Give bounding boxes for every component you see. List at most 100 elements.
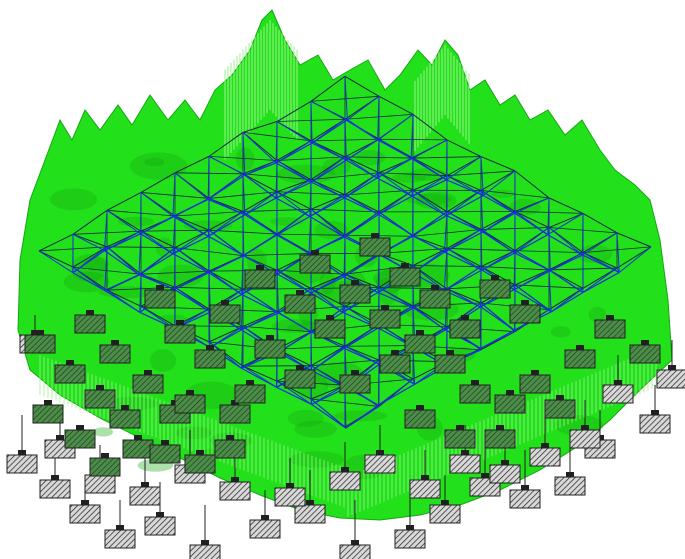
hatched-support-block-icon (339, 540, 371, 559)
support-block (109, 409, 141, 429)
grid-member (276, 270, 279, 313)
terrain-shade (130, 152, 188, 180)
grid-member (276, 191, 311, 217)
grid-member (208, 131, 244, 157)
support-cap (391, 350, 399, 355)
grid-member (308, 209, 312, 254)
support-block (339, 374, 371, 394)
grid-member (344, 194, 379, 215)
support-block (69, 504, 101, 524)
grid-member (276, 233, 310, 254)
support-cap (96, 385, 104, 390)
support-block (444, 429, 476, 449)
support-block (164, 324, 196, 344)
support-block (122, 439, 154, 459)
support-cap (441, 500, 449, 505)
grid-member (209, 325, 244, 348)
grid-member (310, 95, 380, 102)
support-cap (134, 435, 142, 440)
support-cap (86, 310, 94, 315)
grid-member (242, 211, 278, 236)
grid-member (344, 177, 378, 199)
support-cap (668, 365, 676, 370)
hatched-support-block-icon (449, 450, 481, 474)
grid-member (106, 209, 141, 235)
grid-member (140, 230, 176, 249)
grid-member (616, 232, 652, 248)
hatched-support-block-icon (249, 515, 281, 539)
grid-member (344, 156, 414, 159)
support-block (149, 444, 181, 464)
grid-member (377, 113, 414, 141)
grid-member (173, 247, 176, 290)
grid-member (514, 170, 550, 199)
grid-member (310, 101, 313, 144)
hatched-support-block-icon (219, 477, 251, 501)
grid-member (140, 273, 175, 290)
grid-member (410, 114, 414, 159)
hatched-support-block-icon (164, 320, 196, 344)
grid-member (482, 211, 516, 233)
hatched-support-block-icon (602, 380, 634, 404)
hatched-support-block-icon (234, 380, 266, 404)
grid-member (275, 197, 311, 218)
hatched-support-block-icon (359, 233, 391, 257)
grid-member (140, 172, 176, 193)
support-cap (121, 405, 129, 410)
grid-member (275, 381, 278, 388)
support-cap (161, 440, 169, 445)
grid-member (377, 96, 380, 140)
grid-member (446, 215, 484, 233)
support-block (434, 354, 466, 374)
hatched-support-block-icon (629, 340, 661, 364)
grid-member (106, 289, 142, 307)
support-cap (351, 280, 359, 285)
grid-member (72, 246, 108, 274)
grid-member (550, 291, 584, 313)
grid-member (172, 172, 176, 217)
grid-member (242, 173, 278, 193)
grid-member (548, 197, 584, 214)
support-block (254, 339, 286, 359)
support-cap (406, 525, 414, 530)
grid-member (480, 156, 484, 196)
support-block (6, 454, 38, 474)
grid-member (244, 191, 278, 216)
support-block (369, 309, 401, 329)
hatched-support-block-icon (74, 310, 106, 334)
grid-member (514, 197, 550, 214)
grid-member (378, 195, 413, 215)
grid-member (72, 266, 106, 291)
grid-member (480, 229, 515, 254)
hatched-support-block-icon (409, 475, 441, 499)
grid-member (38, 250, 74, 268)
terrain-shade (144, 157, 165, 167)
support-block (339, 284, 371, 304)
support-cap (201, 540, 209, 545)
grid-member (174, 172, 209, 200)
grid-member (344, 273, 379, 293)
support-cap (156, 512, 164, 517)
hatched-support-block-icon (479, 275, 511, 299)
support-cap (306, 500, 314, 505)
terrain-shade (491, 189, 515, 198)
support-cap (196, 450, 204, 455)
grid-member (242, 326, 312, 333)
hatched-support-block-icon (639, 410, 671, 434)
support-block (284, 369, 316, 389)
grid-member (343, 253, 380, 278)
grid-member (72, 246, 108, 268)
grid-member (106, 192, 142, 211)
grid-member (377, 291, 414, 309)
support-block (449, 454, 481, 474)
hatched-support-block-icon (149, 440, 181, 464)
support-cap (491, 275, 499, 280)
support-block (449, 319, 481, 339)
grid-member (172, 198, 210, 217)
grid-member (72, 266, 142, 275)
grid-member (548, 227, 551, 271)
support-block (479, 279, 511, 299)
terrain-shade (270, 217, 304, 226)
hatched-support-block-icon (449, 315, 481, 339)
grid-member (412, 229, 482, 237)
